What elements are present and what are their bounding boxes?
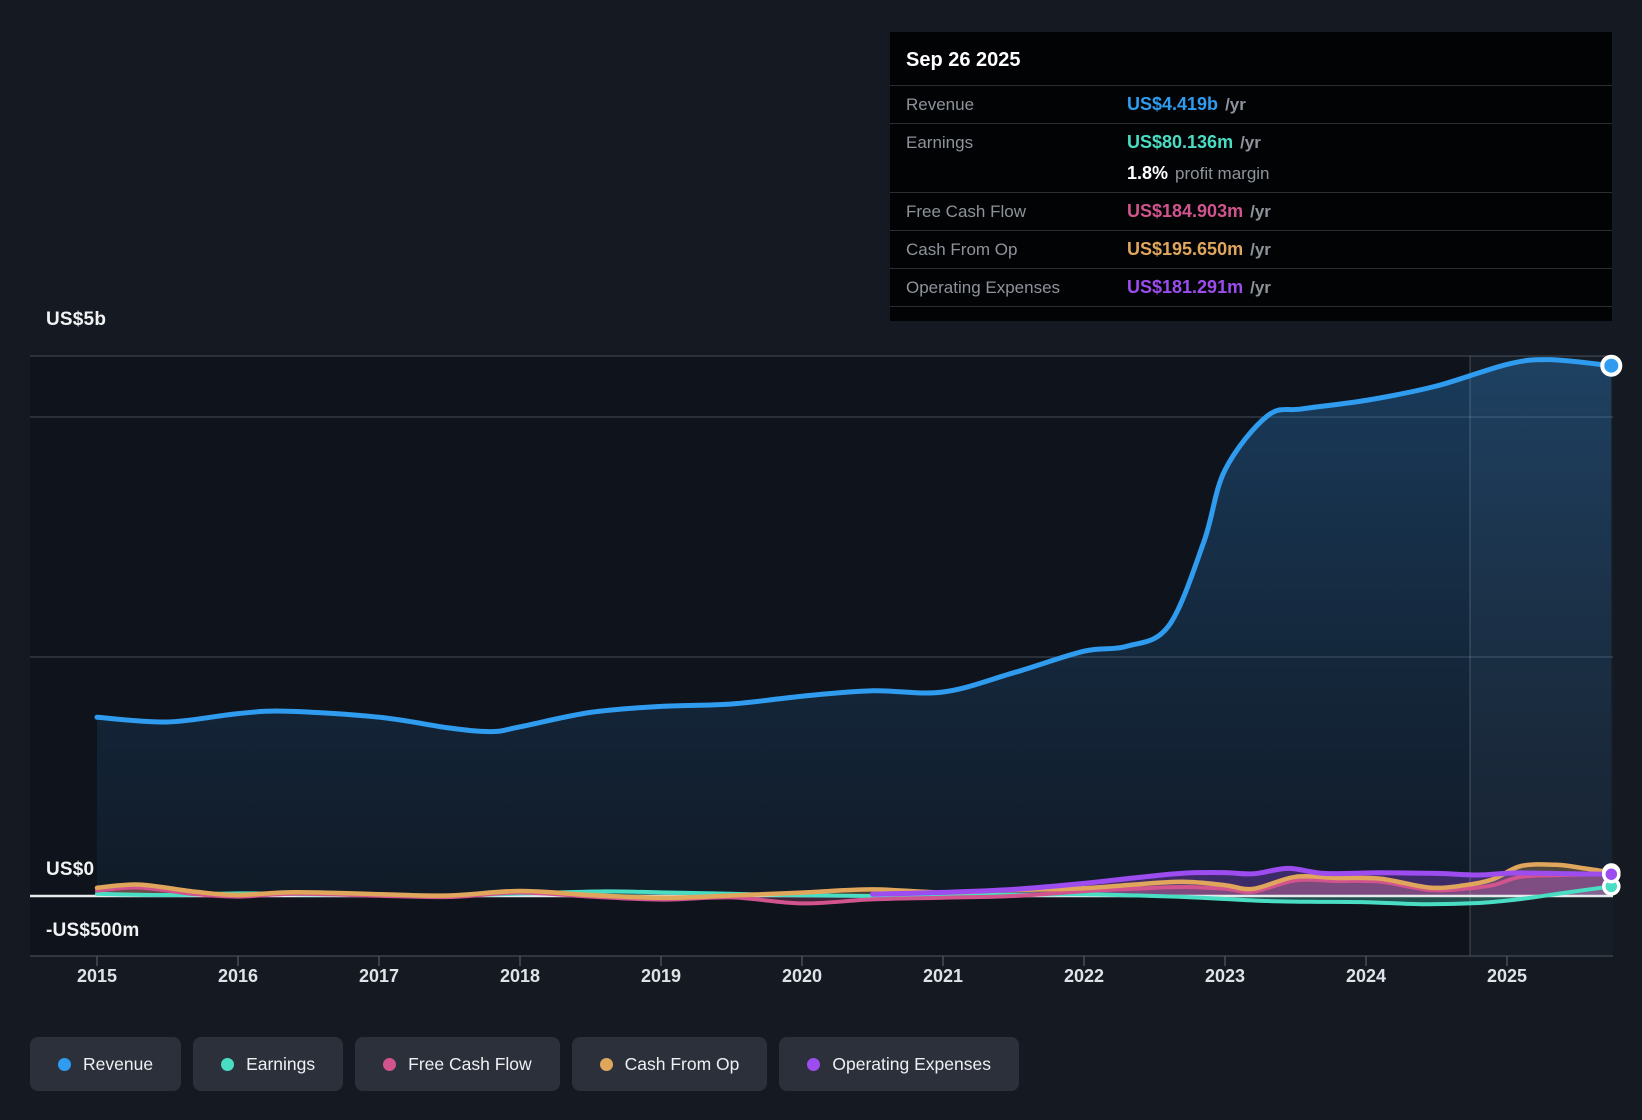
tooltip-date: Sep 26 2025 [890, 32, 1612, 86]
cash-from-op-dot-icon [599, 1057, 613, 1071]
tooltip-row-revenue: Revenue US$4.419b /yr [890, 86, 1612, 124]
chart-tooltip: Sep 26 2025 Revenue US$4.419b /yr Earnin… [890, 32, 1612, 321]
tooltip-row-label: Free Cash Flow [906, 202, 1026, 221]
x-axis-label-2021: 2021 [922, 966, 964, 986]
legend-item-revenue[interactable]: Revenue [30, 1037, 182, 1091]
tooltip-row-value: US$80.136m [1127, 132, 1234, 152]
tooltip-row-value: US$184.903m [1127, 201, 1244, 221]
tooltip-row-suffix: /yr [1225, 95, 1246, 114]
tooltip-row-value: US$195.650m [1127, 239, 1244, 259]
series-end-markers [1600, 354, 1623, 896]
x-axis-label-2023: 2023 [1204, 966, 1246, 986]
operating-expenses-end-marker [1602, 864, 1621, 884]
x-axis-label-2022: 2022 [1063, 966, 1105, 986]
tooltip-row-label: Earnings [906, 133, 974, 152]
tooltip-row-earnings: Earnings US$80.136m /yr [890, 124, 1612, 161]
x-axis-label-2020: 2020 [781, 966, 823, 986]
tooltip-row-suffix: /yr [1250, 240, 1271, 259]
tooltip-row-label: Operating Expenses [906, 278, 1061, 297]
legend-item-free-cash-flow[interactable]: Free Cash Flow [355, 1037, 560, 1091]
x-axis-label-2025: 2025 [1486, 966, 1528, 986]
tooltip-row-cash-from-op: Cash From Op US$195.650m /yr [890, 231, 1612, 269]
tooltip-row-value: US$181.291m [1127, 277, 1244, 297]
earnings-dot-icon [221, 1057, 235, 1071]
operating-expenses-line [870, 865, 1614, 897]
revenue-end-marker [1600, 354, 1623, 377]
y-axis-label-0: US$0 [46, 859, 95, 880]
tooltip-row-free-cash-flow: Free Cash Flow US$184.903m /yr [890, 193, 1612, 231]
tooltip-row-profit-margin: 1.8% profit margin [890, 161, 1612, 193]
x-axis-label-2015: 2015 [76, 966, 118, 986]
legend-item-operating-expenses[interactable]: Operating Expenses [779, 1037, 1019, 1091]
tooltip-row-suffix: profit margin [1175, 164, 1270, 183]
tooltip-row-suffix: /yr [1240, 133, 1261, 152]
x-axis-label-2024: 2024 [1345, 966, 1387, 986]
x-axis-label-2016: 2016 [217, 966, 259, 986]
operating-expenses-dot-icon [807, 1057, 821, 1071]
legend-item-earnings[interactable]: Earnings [193, 1037, 344, 1091]
y-axis-label-5b: US$5b [46, 309, 107, 330]
y-axis-label-neg500m: -US$500m [46, 920, 140, 941]
revenue-dot-icon [58, 1057, 71, 1071]
free-cash-flow-dot-icon [383, 1057, 397, 1071]
tooltip-row-suffix: /yr [1250, 202, 1271, 221]
legend-label: Earnings [246, 1053, 316, 1074]
legend-label: Cash From Op [624, 1053, 740, 1074]
chart-legend: Revenue Earnings Free Cash Flow Cash Fro… [30, 1037, 1019, 1091]
tooltip-row-value: US$4.419b [1127, 94, 1219, 114]
x-axis-label-2018: 2018 [499, 966, 541, 986]
x-axis-label-2019: 2019 [640, 966, 682, 986]
revenue-area-fill [97, 359, 1612, 897]
revenue-line [94, 357, 1614, 735]
tooltip-row-label: Cash From Op [906, 240, 1018, 259]
tooltip-row-label: Revenue [906, 95, 975, 114]
tooltip-row-suffix: /yr [1250, 278, 1271, 297]
series-lines [94, 357, 1614, 907]
legend-label: Revenue [83, 1053, 154, 1074]
legend-label: Operating Expenses [832, 1053, 991, 1074]
tooltip-row-operating-expenses: Operating Expenses US$181.291m /yr [890, 269, 1612, 307]
x-axis-ticks [96, 956, 1508, 966]
x-axis-label-2017: 2017 [358, 966, 400, 986]
tooltip-row-value: 1.8% [1127, 163, 1169, 183]
legend-item-cash-from-op[interactable]: Cash From Op [571, 1037, 768, 1091]
legend-label: Free Cash Flow [408, 1053, 532, 1074]
